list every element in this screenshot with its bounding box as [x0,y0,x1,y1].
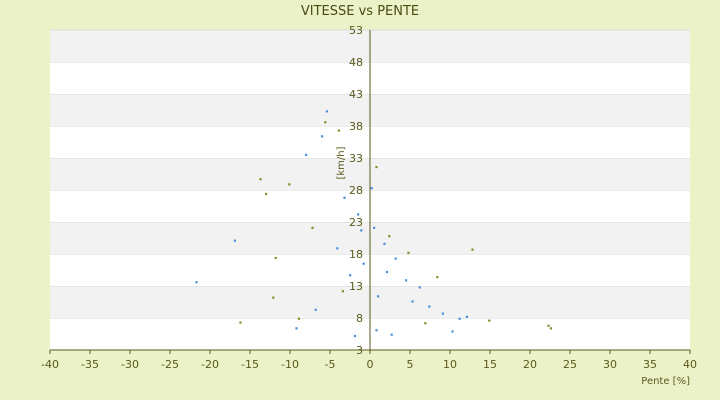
data-point [428,305,431,308]
labels: VITESSE vs PENTE Pente [%] [km/h] [301,4,690,387]
y-tick-label: 53 [349,24,363,37]
data-point [272,296,275,299]
data-points [195,110,552,338]
x-tick-label: -25 [161,358,179,371]
y-tick-label: 23 [349,216,363,229]
data-point [390,333,393,336]
data-point [394,257,397,260]
data-point [343,196,346,199]
data-point [405,279,408,282]
data-point [336,247,339,250]
x-tick-label: -20 [201,358,219,371]
data-point [265,192,268,196]
y-tick-label: 18 [349,248,363,261]
data-point [375,329,378,332]
series-1 [195,110,468,338]
data-point [325,110,328,113]
data-point [388,235,391,238]
data-point [436,276,439,279]
data-point [259,178,262,181]
x-tick-label: -10 [281,358,299,371]
chart-title: VITESSE vs PENTE [301,4,419,19]
x-tick-label: -5 [325,358,336,371]
data-point [321,135,324,138]
data-point [337,129,340,132]
x-tick-label: 40 [683,358,697,371]
data-point [311,226,314,229]
x-axis-title: Pente [%] [641,376,690,387]
x-tick-label: 15 [483,358,497,371]
data-point [547,324,550,327]
axes [49,30,691,354]
data-point [377,295,380,298]
data-point [375,165,378,169]
x-tick-label: -15 [241,358,259,371]
x-tick-label: 5 [407,358,414,371]
x-tick-label: -35 [81,358,99,371]
y-tick-label: 13 [349,280,363,293]
data-point [383,242,386,245]
x-tick-label: 0 [367,358,374,371]
x-tick-label: 35 [643,358,657,371]
x-tick-label: 20 [523,358,537,371]
data-point [360,229,363,232]
y-tick-label: 33 [349,152,363,165]
data-point [349,274,352,277]
data-point [353,334,356,338]
data-point [288,183,291,186]
data-point [418,286,421,289]
data-point [274,256,277,260]
data-point [295,327,298,330]
series-2 [239,121,552,330]
data-point [488,319,491,322]
data-point [357,213,360,216]
x-tick-label: -30 [121,358,139,371]
data-point [458,317,461,320]
data-point [233,239,236,242]
y-tick-label: 8 [356,312,363,325]
data-point [451,330,454,333]
data-point [370,187,373,190]
data-point [385,270,388,274]
data-point [195,281,198,284]
y-tick-label: 48 [349,56,363,69]
x-tick-label: 30 [603,358,617,371]
x-tick-label: 25 [563,358,577,371]
y-axis-title: [km/h] [336,146,347,179]
data-point [324,121,327,124]
data-point [441,312,444,315]
x-tick-label: 10 [443,358,457,371]
data-point [465,315,468,318]
x-tick-label: -40 [41,358,59,371]
data-point [373,226,376,229]
y-tick-label: 28 [349,184,363,197]
y-tick-label: 3 [356,344,363,357]
data-point [314,308,317,311]
data-point [305,153,308,156]
data-point [407,251,410,254]
data-point [549,327,552,330]
data-point [239,321,242,324]
data-point [362,262,365,265]
data-point [297,317,300,320]
data-point [411,300,414,303]
data-point [471,248,474,251]
data-point [424,322,427,325]
y-tick-label: 43 [349,88,363,101]
y-tick-label: 38 [349,120,363,133]
x-tick-labels: -40 -35 -30 -25 -20 -15 -10 -5 0 5 10 15 20 25 30 35 40 [41,358,697,371]
data-point [341,290,344,293]
